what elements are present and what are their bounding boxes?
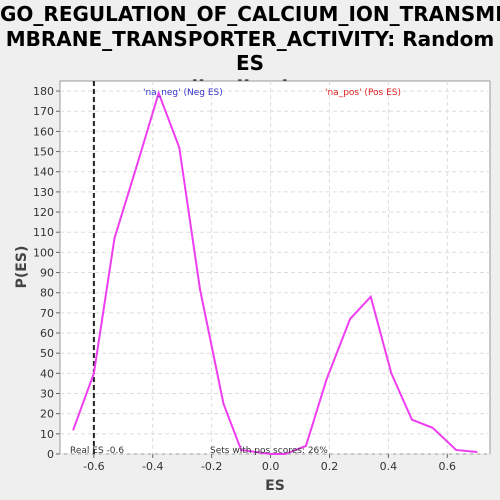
- data-point: [431, 426, 434, 429]
- neg-es-label: 'na_neg' (Neg ES): [143, 88, 223, 98]
- y-tick-label: 60: [40, 327, 54, 340]
- y-tick-label: 30: [40, 388, 54, 401]
- x-tick-label: 0.2: [321, 460, 339, 473]
- chart-title-line-1: GO_REGULATION_OF_CALCIUM_ION_TRANSME: [0, 2, 500, 26]
- y-tick-label: 130: [33, 186, 54, 199]
- x-tick-label: -0.2: [201, 460, 222, 473]
- data-point: [240, 449, 242, 451]
- pos-scores-annotation: Sets with pos scores: 26%: [210, 446, 328, 456]
- data-point: [157, 92, 160, 94]
- pos-es-label: 'na_pos' (Pos ES): [325, 88, 401, 98]
- x-tick-label: -0.6: [83, 460, 104, 473]
- chart-title: GO_REGULATION_OF_CALCIUM_ION_TRANSME MBR…: [0, 2, 500, 100]
- data-point: [113, 237, 116, 240]
- data-point: [305, 445, 307, 447]
- data-point: [222, 402, 225, 405]
- y-tick-label: 100: [33, 246, 54, 259]
- y-tick-label: 150: [33, 146, 54, 159]
- data-point: [178, 146, 181, 149]
- chart-title-line-2: MBRANE_TRANSPORTER_ACTIVITY: Random ES: [5, 26, 495, 76]
- data-point: [369, 295, 372, 298]
- series-line: [72, 89, 477, 455]
- x-tick-label: -0.4: [142, 460, 163, 473]
- data-point: [93, 372, 95, 375]
- x-axis-ticks: -0.6 -0.4 -0.2 0.0 0.2 0.4 0.6: [83, 454, 456, 473]
- y-tick-label: 140: [33, 166, 54, 179]
- data-point: [284, 453, 287, 455]
- y-tick-label: 10: [40, 428, 54, 441]
- y-tick-label: 80: [40, 287, 54, 300]
- data-point: [269, 453, 272, 455]
- y-tick-label: 70: [40, 307, 54, 320]
- y-tick-label: 20: [40, 408, 54, 421]
- y-tick-label: 50: [40, 347, 54, 360]
- data-point: [199, 287, 201, 290]
- data-point: [455, 449, 457, 451]
- data-point: [411, 418, 413, 421]
- data-point: [349, 318, 351, 320]
- data-point: [390, 372, 393, 375]
- y-tick-label: 90: [40, 267, 54, 280]
- y-tick-label: 180: [33, 85, 54, 98]
- y-tick-label: 110: [33, 226, 54, 239]
- y-axis-label: P(ES): [14, 246, 30, 289]
- y-tick-label: 40: [40, 367, 54, 380]
- grid: [60, 81, 490, 455]
- series-points: [72, 92, 478, 455]
- real-es-annotation: Real ES -0.6: [70, 446, 124, 456]
- data-point: [72, 429, 75, 431]
- y-tick-label: 120: [33, 206, 54, 219]
- x-tick-label: 0.0: [262, 460, 280, 473]
- x-tick-label: 0.6: [439, 460, 457, 473]
- y-tick-label: 170: [33, 105, 54, 118]
- data-point: [325, 378, 328, 381]
- x-tick-label: 0.4: [380, 460, 398, 473]
- data-point: [475, 451, 478, 453]
- data-point: [137, 160, 139, 163]
- y-axis-ticks: 0 10 20 30 40 50 60 70 80 90 100 110 120 130 140 150 160…: [33, 85, 60, 461]
- y-tick-label: 0: [47, 448, 54, 461]
- x-axis-label: ES: [265, 478, 285, 494]
- y-tick-label: 160: [33, 125, 54, 138]
- plot-area: [59, 80, 491, 455]
